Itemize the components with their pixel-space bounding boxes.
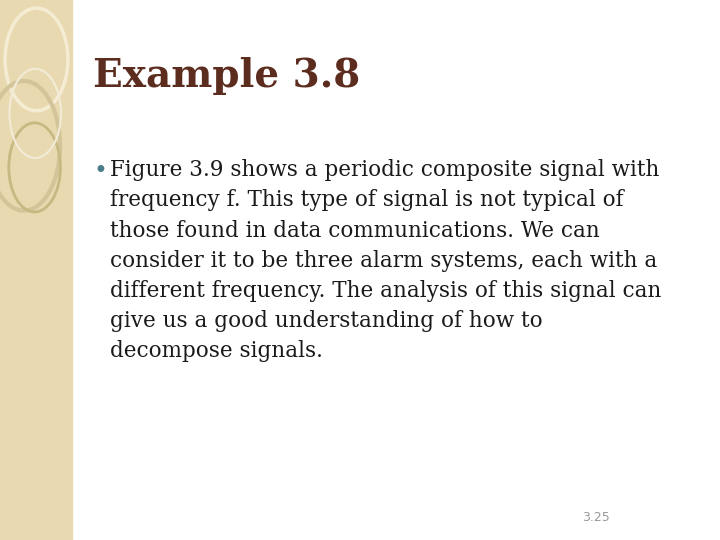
Text: 3.25: 3.25 [582, 511, 610, 524]
Text: Example 3.8: Example 3.8 [93, 57, 360, 94]
Text: •: • [93, 159, 107, 183]
Text: Figure 3.9 shows a periodic composite signal with
frequency f. This type of sign: Figure 3.9 shows a periodic composite si… [110, 159, 662, 362]
Bar [0, 0, 72, 540]
